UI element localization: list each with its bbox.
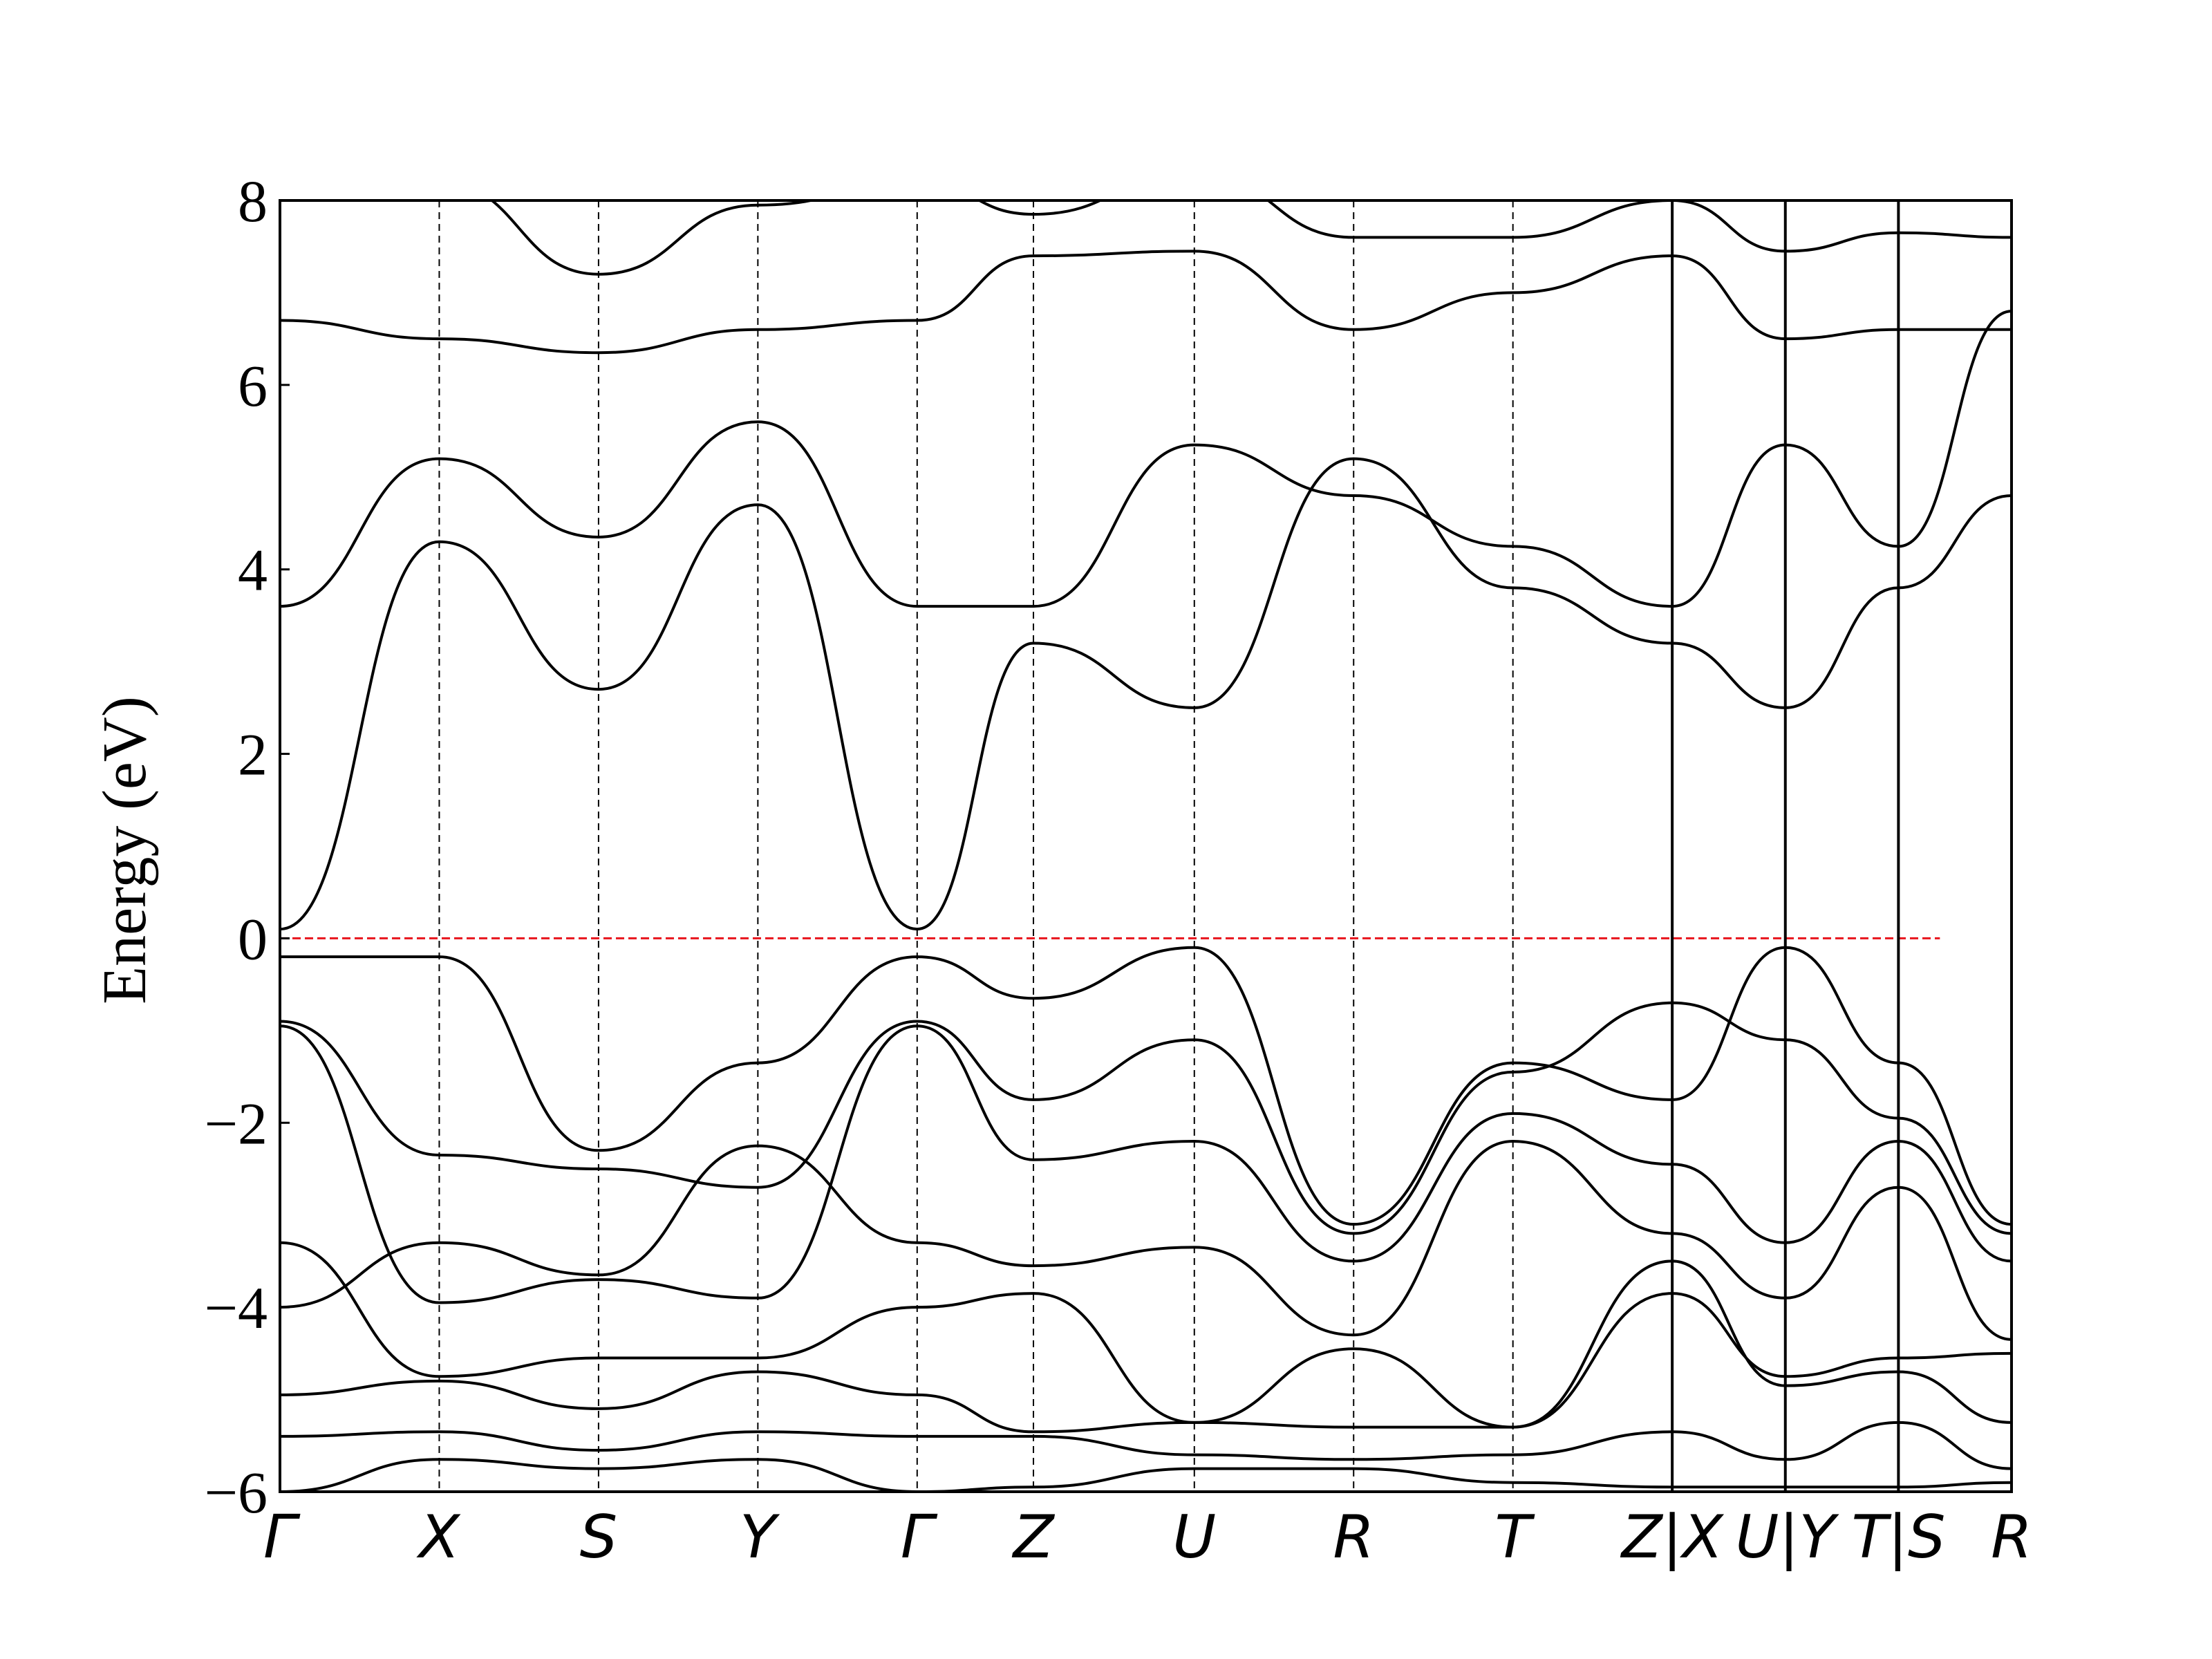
x-axis-ticks: Γ X S Y Γ Z U R T Z|X U|Y T|S R	[263, 1503, 2032, 1572]
band-line-band-7	[280, 1024, 2012, 1304]
y-tick-label: 4	[238, 537, 268, 603]
y-tick-label: 6	[238, 353, 268, 419]
x-tick-label: U	[1172, 1503, 1216, 1572]
band-line-band-12	[280, 1458, 2012, 1492]
band-line-band-4	[489, 200, 2012, 276]
band-line-band-8	[280, 1140, 2012, 1341]
x-tick-label: Y	[740, 1503, 780, 1572]
band-line-band-6	[280, 1001, 2012, 1235]
x-tick-label: R	[1991, 1503, 2032, 1572]
y-tick-label: 0	[238, 906, 268, 972]
x-tick-label: X	[416, 1503, 461, 1572]
plot-border	[279, 199, 2013, 1493]
band-lines	[280, 200, 2012, 1492]
x-tick-label: S	[580, 1503, 618, 1572]
band-line-band-5	[280, 946, 2012, 1226]
x-tick-label: Γ	[263, 1503, 301, 1572]
band-line-band-11	[280, 1421, 2012, 1470]
y-tick-label: −2	[204, 1090, 268, 1156]
x-tick-label: T|S	[1851, 1503, 1945, 1572]
x-tick-label: U|Y	[1736, 1503, 1840, 1572]
band-line-band-9	[280, 1241, 2012, 1429]
y-axis-ticks: 8 6 4 2 0 −2 −4 −6	[204, 168, 290, 1526]
y-tick-label: 2	[238, 722, 268, 788]
y-axis-label: Energy (eV)	[91, 696, 159, 1004]
x-tick-label: Γ	[901, 1503, 938, 1572]
high-symmetry-gridlines	[438, 200, 1514, 1492]
band-line-band-2	[280, 310, 2012, 608]
y-tick-label: 8	[238, 168, 268, 234]
band-line-band-1	[280, 457, 2012, 931]
x-tick-label: T	[1494, 1503, 1535, 1572]
y-tick-label: −6	[204, 1459, 268, 1526]
plot-frame	[279, 199, 2013, 1493]
x-tick-label: Z	[1012, 1503, 1056, 1572]
x-tick-label: R	[1333, 1503, 1374, 1572]
band-line-band-3	[280, 250, 2012, 355]
x-tick-label: Z|X	[1620, 1503, 1725, 1572]
band-line-band-10	[280, 1259, 2012, 1434]
y-tick-label: −4	[204, 1275, 268, 1341]
